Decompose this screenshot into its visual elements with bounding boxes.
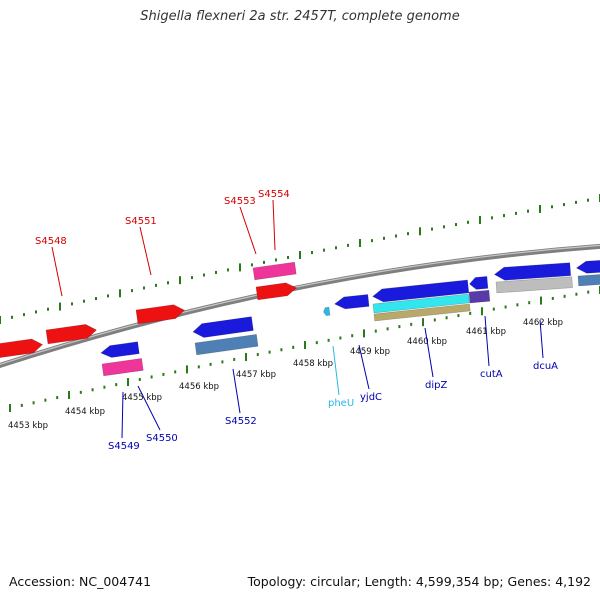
leader-line bbox=[139, 226, 152, 276]
pink-feature-shape bbox=[101, 358, 144, 377]
gene-label-dipz: dipZ bbox=[425, 380, 447, 391]
purple-feature bbox=[468, 289, 491, 304]
leader-line bbox=[239, 206, 257, 255]
gene-arrow-shape bbox=[255, 282, 298, 301]
steel-feature-shape bbox=[194, 334, 259, 356]
trna-arrow-shape bbox=[323, 306, 331, 316]
leader-line bbox=[484, 315, 490, 367]
tan-feature-shape bbox=[373, 303, 471, 322]
gene-label-yjdc: yjdC bbox=[360, 392, 382, 403]
gene-label-s4554: S4554 bbox=[258, 189, 290, 200]
gene-arrow bbox=[575, 259, 600, 274]
gray-feature-shape bbox=[495, 276, 573, 294]
gene-arrow bbox=[255, 282, 298, 301]
map-title: Shigella flexneri 2a str. 2457T, complet… bbox=[140, 9, 460, 24]
leader-line bbox=[358, 344, 370, 390]
gene-label-s4551: S4551 bbox=[125, 216, 157, 227]
gene-arrow bbox=[45, 324, 98, 345]
leader-line bbox=[539, 319, 544, 359]
purple-feature-shape bbox=[468, 289, 491, 304]
scale-label: 4459 kbp bbox=[350, 347, 390, 357]
pink-feature bbox=[252, 261, 297, 281]
gene-label-dcua: dcuA bbox=[533, 361, 558, 372]
gene-label-s4549: S4549 bbox=[108, 441, 140, 452]
gene-arrow-shape bbox=[100, 341, 140, 358]
gene-arrow bbox=[493, 262, 572, 281]
cyan-feature-shape bbox=[372, 293, 470, 314]
gray-feature bbox=[495, 276, 573, 294]
gene-arrow-shape bbox=[372, 279, 470, 303]
leader-line bbox=[332, 345, 340, 396]
gene-label-s4552: S4552 bbox=[225, 416, 257, 427]
steel-feature-shape bbox=[577, 273, 600, 287]
gene-label-s4550: S4550 bbox=[146, 433, 178, 444]
tan-feature bbox=[373, 303, 471, 322]
leader-line bbox=[51, 246, 63, 297]
gene-arrow-shape bbox=[0, 338, 44, 359]
leader-line bbox=[137, 385, 161, 431]
scale-label: 4456 kbp bbox=[179, 382, 219, 392]
gene-arrow-shape bbox=[334, 294, 370, 310]
steel-feature bbox=[577, 273, 600, 287]
scale-label: 4455 kbp bbox=[122, 393, 162, 403]
scale-label: 4454 kbp bbox=[65, 407, 105, 417]
gene-label-cuta: cutA bbox=[480, 369, 503, 380]
gene-arrow-shape bbox=[575, 259, 600, 274]
genome-summary-text: Topology: circular; Length: 4,599,354 bp… bbox=[247, 574, 591, 589]
gene-arrow bbox=[0, 338, 44, 359]
gene-arrow bbox=[372, 279, 470, 303]
gene-arrow-shape bbox=[135, 304, 186, 325]
scale-label: 4458 kbp bbox=[293, 359, 333, 369]
scale-label: 4453 kbp bbox=[8, 421, 48, 431]
gene-arrow-shape bbox=[469, 276, 489, 290]
backbone-arc bbox=[0, 243, 600, 369]
backbone-highlight bbox=[0, 244, 600, 366]
accession-text: Accession: NC_004741 bbox=[9, 574, 152, 589]
leader-line bbox=[121, 391, 124, 439]
gene-arrow bbox=[135, 304, 186, 325]
gene-label-s4548: S4548 bbox=[35, 236, 67, 247]
leader-line bbox=[232, 368, 241, 414]
pink-feature bbox=[101, 358, 144, 377]
gene-arrow bbox=[192, 316, 254, 338]
gene-label-s4553: S4553 bbox=[224, 196, 256, 207]
gene-arrow-shape bbox=[45, 324, 98, 345]
gene-arrow bbox=[100, 341, 140, 358]
gene-arrow bbox=[334, 294, 370, 310]
steel-feature bbox=[194, 334, 259, 356]
gene-arrow-shape bbox=[192, 316, 254, 338]
cyan-feature bbox=[372, 293, 470, 314]
gene-arrow bbox=[469, 276, 489, 290]
trna-arrow bbox=[323, 306, 331, 316]
gene-arrow-shape bbox=[493, 262, 572, 281]
scale-label: 4462 kbp bbox=[523, 318, 563, 328]
leader-line bbox=[424, 327, 434, 378]
scale-label: 4457 kbp bbox=[236, 370, 276, 380]
pink-feature-shape bbox=[252, 261, 297, 281]
gene-label-pheu: pheU bbox=[328, 398, 354, 409]
leader-line bbox=[272, 199, 276, 251]
